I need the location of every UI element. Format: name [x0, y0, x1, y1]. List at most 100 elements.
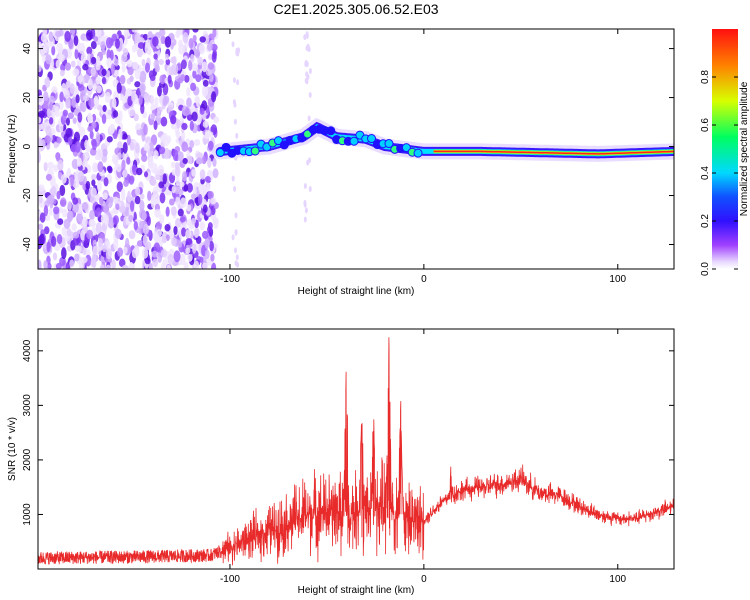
- noise-cell: [93, 95, 99, 107]
- noise-cell: [95, 222, 102, 234]
- colorbar-tick-label: 0.4: [700, 166, 711, 180]
- noise-cell: [211, 91, 217, 103]
- noise-cell: [82, 183, 87, 191]
- noise-cell: [88, 97, 95, 108]
- noise-cell: [53, 141, 59, 149]
- noise-cell: [188, 37, 194, 49]
- spectrogram-y-ticks: -40 -20 0 20 40: [22, 43, 674, 252]
- noise-cell: [154, 96, 159, 109]
- noise-cell: [131, 92, 136, 103]
- y-tick-label: 40: [22, 43, 33, 55]
- ridge-core-red: [433, 150, 674, 155]
- noise-cell: [157, 85, 162, 97]
- noise-cell: [116, 181, 123, 192]
- noise-cell: [85, 248, 91, 257]
- noise-cell: [77, 245, 82, 253]
- noise-cell: [231, 234, 235, 241]
- noise-cell: [58, 99, 64, 111]
- noise-cell: [204, 129, 210, 140]
- noise-cell: [194, 228, 200, 238]
- noise-cell: [235, 132, 239, 139]
- noise-cell: [142, 223, 149, 235]
- noise-cell: [304, 77, 308, 84]
- noise-cell: [38, 259, 42, 269]
- noise-cell: [39, 212, 46, 223]
- noise-cell: [126, 190, 131, 203]
- noise-cell: [117, 152, 122, 161]
- noise-cell: [185, 107, 190, 115]
- noise-cell: [46, 108, 51, 118]
- noise-cell: [128, 230, 136, 240]
- x-tick-label: 100: [609, 574, 626, 585]
- snr-y-axis-label: SNR (10 * v/v): [7, 417, 18, 481]
- noise-cell: [55, 262, 62, 269]
- noise-cell: [73, 35, 79, 47]
- noise-cell: [131, 44, 137, 53]
- noise-cell: [141, 58, 146, 67]
- noise-cell: [121, 159, 126, 172]
- noise-cell: [207, 131, 214, 138]
- noise-cell: [139, 70, 147, 83]
- noise-cell: [38, 122, 43, 131]
- noise-cell: [143, 123, 148, 136]
- noise-cell: [38, 110, 46, 118]
- noise-cell: [95, 76, 102, 85]
- noise-cell: [188, 59, 193, 71]
- x-tick-label: -100: [220, 274, 240, 285]
- ridge-blob: [250, 146, 260, 156]
- noise-cell: [102, 148, 108, 157]
- noise-cell: [140, 103, 145, 115]
- noise-cell: [122, 47, 129, 57]
- noise-cell: [38, 64, 42, 73]
- noise-cell: [149, 179, 157, 186]
- noise-cell: [202, 120, 209, 128]
- noise-cell: [194, 48, 201, 59]
- noise-cell: [140, 85, 145, 97]
- noise-cell: [164, 53, 169, 61]
- noise-cell: [77, 170, 85, 182]
- x-tick-label: 0: [421, 574, 427, 585]
- noise-cell: [134, 142, 140, 154]
- spectrogram-frame: [37, 28, 675, 270]
- noise-cell: [160, 116, 168, 127]
- noise-cell: [101, 77, 107, 85]
- noise-cell: [141, 211, 147, 221]
- noise-cell: [91, 121, 97, 129]
- noise-cell: [209, 240, 214, 252]
- y-tick-label: 2000: [22, 448, 33, 471]
- noise-cell: [44, 76, 51, 89]
- noise-cell: [152, 258, 159, 268]
- noise-cell: [179, 216, 186, 223]
- noise-cell: [182, 157, 188, 165]
- noise-cell: [167, 74, 172, 85]
- noise-cell: [152, 186, 159, 198]
- noise-cell: [96, 55, 101, 67]
- noise-cell: [38, 94, 45, 106]
- noise-cell: [112, 215, 120, 225]
- noise-cell: [178, 43, 185, 55]
- noise-cell: [170, 122, 178, 130]
- noise-cell: [168, 198, 175, 206]
- ridge-blob: [215, 148, 225, 158]
- spectrogram-x-ticks: -100 0 100: [220, 29, 627, 285]
- noise-cell: [199, 256, 204, 263]
- x-tick-label: -100: [220, 574, 240, 585]
- noise-cell: [198, 43, 206, 55]
- noise-cell: [149, 74, 156, 82]
- noise-cell: [76, 213, 83, 225]
- noise-cell: [212, 157, 217, 167]
- noise-cell: [171, 56, 177, 65]
- noise-cell: [147, 190, 152, 201]
- noise-cell: [65, 97, 71, 109]
- noise-cell: [59, 91, 64, 103]
- noise-cell: [81, 216, 88, 228]
- noise-cell: [72, 231, 80, 239]
- noise-cell: [191, 217, 197, 224]
- noise-cell: [74, 253, 80, 262]
- noise-cell: [38, 184, 45, 192]
- colorbar-tick-label: 0.8: [700, 70, 711, 84]
- noise-cell: [148, 141, 154, 152]
- ridge-blob: [349, 136, 359, 146]
- noise-cell: [112, 97, 117, 109]
- noise-cell: [159, 74, 166, 85]
